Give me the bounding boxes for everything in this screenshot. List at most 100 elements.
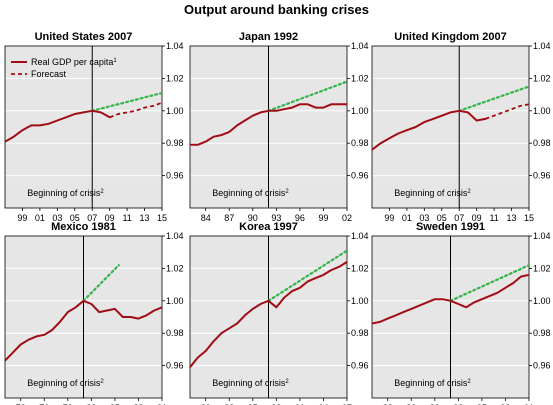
plot-content bbox=[372, 46, 529, 208]
y-tick-label: 1.00 bbox=[533, 296, 551, 306]
panel-title: Korea 1997 bbox=[239, 221, 298, 233]
legend-gdp-footnote: 1 bbox=[113, 58, 117, 64]
crisis-annotation-text: Beginning of crisis bbox=[212, 188, 286, 198]
x-tick-label: 03 bbox=[52, 213, 62, 223]
x-tick-label: 09 bbox=[105, 213, 115, 223]
chart-panel-1: United States 2007 0.96 0.98 1.00 1.02 1.04 99… bbox=[4, 31, 184, 223]
x-tick-label: 83 bbox=[383, 403, 393, 405]
x-tick-label: 15 bbox=[157, 213, 167, 223]
x-tick-label: 01 bbox=[35, 213, 45, 223]
series-line-gdp bbox=[190, 260, 347, 369]
chart-panel-6: Sweden 1991 0.96 0.98 1.00 1.02 1.04 83 86 89 92 9… bbox=[371, 221, 551, 405]
series-line-forecast bbox=[485, 103, 529, 120]
x-tick-label: 99 bbox=[17, 213, 27, 223]
x-tick-label: 09 bbox=[472, 213, 482, 223]
x-tick-label: 92 bbox=[224, 403, 234, 405]
y-tick-label: 1.00 bbox=[351, 106, 369, 116]
crisis-annotation: Beginning of crisis2 bbox=[212, 188, 289, 198]
series-line-gdp bbox=[372, 109, 487, 151]
crisis-annotation-text: Beginning of crisis bbox=[394, 378, 468, 388]
x-tick-label: 01 bbox=[295, 403, 305, 405]
x-tick-label: 88 bbox=[133, 403, 143, 405]
panel-title: United Kingdom 2007 bbox=[394, 31, 506, 43]
y-tick-label: 1.02 bbox=[351, 73, 369, 83]
x-tick-label: 07 bbox=[454, 213, 464, 223]
series-line-trend bbox=[91, 91, 162, 112]
x-tick-label: 86 bbox=[406, 403, 416, 405]
crisis-annotation-text: Beginning of crisis bbox=[394, 188, 468, 198]
x-tick-label: 79 bbox=[63, 403, 73, 405]
y-tick-label: 1.00 bbox=[351, 296, 369, 306]
x-tick-label: 13 bbox=[140, 213, 150, 223]
x-tick-label: 92 bbox=[453, 403, 463, 405]
y-tick-label: 0.98 bbox=[533, 138, 551, 148]
y-tick-label: 0.96 bbox=[166, 171, 184, 181]
crisis-annotation: Beginning of crisis2 bbox=[27, 378, 104, 388]
plot-content bbox=[372, 236, 529, 398]
x-tick-label: 91 bbox=[157, 403, 167, 405]
x-tick-label: 01 bbox=[524, 403, 534, 405]
y-tick-label: 1.00 bbox=[533, 106, 551, 116]
x-tick-label: 99 bbox=[318, 213, 328, 223]
y-tick-label: 1.04 bbox=[166, 41, 184, 51]
panel-title: United States 2007 bbox=[35, 31, 133, 43]
panel-title: Japan 1992 bbox=[239, 31, 298, 43]
x-tick-label: 04 bbox=[318, 403, 328, 405]
crisis-annotation: Beginning of crisis2 bbox=[394, 378, 471, 388]
x-tick-label: 11 bbox=[122, 213, 131, 223]
y-tick-label: 1.02 bbox=[533, 73, 551, 83]
plot-area bbox=[5, 46, 162, 208]
legend-label-gdp: Real GDP per capita1 bbox=[31, 57, 117, 67]
y-tick-label: 0.98 bbox=[351, 138, 369, 148]
y-tick-label: 1.04 bbox=[533, 231, 551, 241]
y-tick-label: 1.04 bbox=[166, 231, 184, 241]
y-tick-label: 1.00 bbox=[166, 106, 184, 116]
y-tick-label: 0.98 bbox=[351, 328, 369, 338]
y-tick-label: 1.00 bbox=[166, 296, 184, 306]
series-line-trend bbox=[449, 264, 529, 302]
x-tick-label: 93 bbox=[271, 213, 281, 223]
panel-title: Sweden 1991 bbox=[416, 221, 485, 233]
x-tick-label: 89 bbox=[201, 403, 211, 405]
series-line-gdp bbox=[5, 109, 111, 143]
figure-title: Output around banking crises bbox=[184, 2, 369, 17]
plot-frame bbox=[371, 45, 530, 209]
x-tick-label: 73 bbox=[16, 403, 26, 405]
x-tick-label: 82 bbox=[86, 403, 96, 405]
x-tick-label: 01 bbox=[402, 213, 412, 223]
y-tick-label: 1.02 bbox=[533, 263, 551, 273]
x-tick-label: 85 bbox=[110, 403, 120, 405]
crisis-annotation-text: Beginning of crisis bbox=[212, 378, 286, 388]
x-tick-label: 90 bbox=[248, 213, 258, 223]
plot-content bbox=[190, 46, 347, 208]
x-tick-label: 03 bbox=[419, 213, 429, 223]
chart-panel-4: Mexico 1981 0.96 0.98 1.00 1.02 1.04 73 76 79 82 8… bbox=[4, 221, 184, 405]
crisis-annotation-text: Beginning of crisis bbox=[27, 188, 101, 198]
y-tick-label: 0.98 bbox=[533, 328, 551, 338]
crisis-annotation-text: Beginning of crisis bbox=[27, 378, 101, 388]
series-line-trend bbox=[458, 85, 529, 112]
legend-gdp-text: Real GDP per capita bbox=[31, 57, 113, 67]
series-line-trend bbox=[82, 264, 120, 302]
crisis-annotation-footnote: 2 bbox=[467, 189, 471, 195]
x-tick-label: 13 bbox=[507, 213, 517, 223]
plot-content bbox=[190, 236, 347, 398]
y-tick-label: 0.96 bbox=[351, 171, 369, 181]
x-tick-label: 07 bbox=[87, 213, 97, 223]
x-tick-label: 98 bbox=[271, 403, 281, 405]
series-line-trend bbox=[267, 80, 347, 112]
x-tick-label: 05 bbox=[437, 213, 447, 223]
x-tick-label: 87 bbox=[224, 213, 234, 223]
x-tick-label: 11 bbox=[489, 213, 498, 223]
x-tick-label: 02 bbox=[342, 213, 352, 223]
x-tick-label: 95 bbox=[248, 403, 258, 405]
y-tick-label: 0.96 bbox=[533, 361, 551, 371]
x-tick-label: 96 bbox=[295, 213, 305, 223]
panel-title: Mexico 1981 bbox=[51, 221, 116, 233]
crisis-annotation-footnote: 2 bbox=[100, 379, 104, 385]
plot-frame bbox=[4, 45, 163, 209]
x-tick-label: 99 bbox=[384, 213, 394, 223]
crisis-annotation-footnote: 2 bbox=[467, 379, 471, 385]
x-tick-label: 07 bbox=[342, 403, 352, 405]
